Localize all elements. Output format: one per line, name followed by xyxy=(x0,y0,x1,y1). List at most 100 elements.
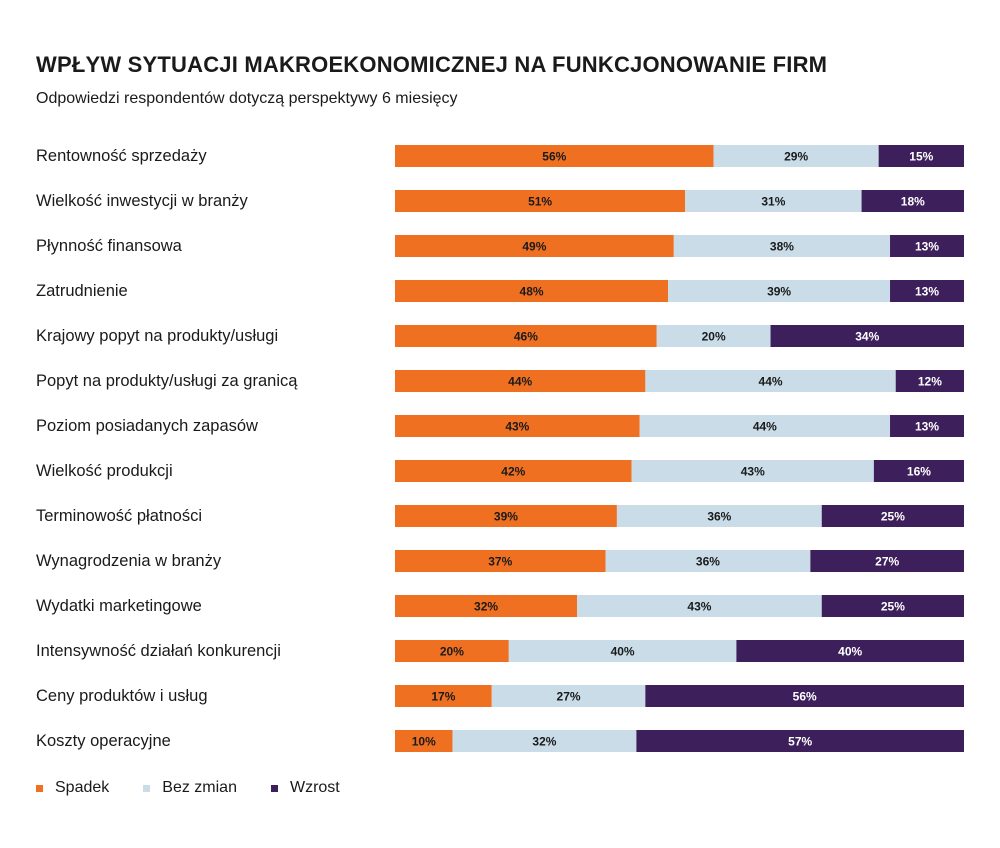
legend-label-spadek: Spadek xyxy=(55,779,110,796)
data-label-wzrost: 40% xyxy=(838,645,862,659)
bar-segment-wzrost xyxy=(890,280,964,302)
bar-segment-spadek xyxy=(395,505,617,527)
bar-segment-wzrost xyxy=(810,550,964,572)
bar-row-rentownosc-sprzedazy: Rentowność sprzedaży 56% 29% 15% xyxy=(36,145,964,167)
data-label-bez-zmian: 32% xyxy=(532,735,556,749)
data-label-spadek: 39% xyxy=(494,510,518,524)
category-label: Poziom posiadanych zapasów xyxy=(36,417,258,435)
category-label: Krajowy popyt na produkty/usługi xyxy=(36,327,278,345)
data-label-bez-zmian: 36% xyxy=(707,510,731,524)
data-label-bez-zmian: 44% xyxy=(759,375,783,389)
bar-segment-bez-zmian xyxy=(605,550,811,572)
data-label-wzrost: 57% xyxy=(788,735,812,749)
data-label-wzrost: 12% xyxy=(918,375,942,389)
data-label-spadek: 51% xyxy=(528,195,552,209)
data-label-wzrost: 13% xyxy=(915,240,939,254)
category-label: Wielkość inwestycji w branży xyxy=(36,192,249,210)
data-label-spadek: 49% xyxy=(522,240,546,254)
data-label-wzrost: 56% xyxy=(793,690,817,704)
data-label-spadek: 48% xyxy=(520,285,544,299)
legend: Spadek Bez zmian Wzrost xyxy=(36,779,374,797)
legend-item-spadek: Spadek xyxy=(36,779,109,797)
bar-segment-wzrost xyxy=(821,505,964,527)
bar-segment-bez-zmian xyxy=(577,595,822,617)
bar-segment-spadek xyxy=(395,460,632,482)
bar-segment-bez-zmian xyxy=(508,640,737,662)
category-label: Popyt na produkty/usługi za granicą xyxy=(36,372,298,390)
data-label-bez-zmian: 31% xyxy=(761,195,785,209)
bar-segment-spadek xyxy=(395,235,674,257)
data-label-bez-zmian: 20% xyxy=(702,330,726,344)
bar-segment-bez-zmian xyxy=(713,145,879,167)
legend-label-wzrost: Wzrost xyxy=(289,779,340,796)
bar-row-plynnosc-finansowa: Płynność finansowa 49% 38% 13% xyxy=(36,235,964,257)
data-label-bez-zmian: 29% xyxy=(784,150,808,164)
category-label: Terminowość płatności xyxy=(36,507,202,525)
data-label-spadek: 37% xyxy=(488,555,512,569)
legend-swatch-wzrost xyxy=(270,784,278,792)
data-label-spadek: 43% xyxy=(505,420,529,434)
data-label-wzrost: 16% xyxy=(907,465,931,479)
data-label-spadek: 20% xyxy=(440,645,464,659)
data-label-bez-zmian: 40% xyxy=(611,645,635,659)
category-label: Ceny produktów i usług xyxy=(36,687,208,705)
legend-label-bez-zmian: Bez zmian xyxy=(162,779,237,796)
data-label-wzrost: 15% xyxy=(909,150,933,164)
data-label-spadek: 32% xyxy=(474,600,498,614)
bar-segment-bez-zmian xyxy=(631,460,874,482)
bar-segment-wzrost xyxy=(821,595,964,617)
bar-segment-bez-zmian xyxy=(639,415,891,437)
category-label: Rentowność sprzedaży xyxy=(36,147,207,165)
bar-segment-wzrost xyxy=(736,640,964,662)
bar-segment-wzrost xyxy=(890,235,964,257)
chart-subtitle: Odpowiedzi respondentów dotyczą perspekt… xyxy=(36,90,458,107)
category-label: Wydatki marketingowe xyxy=(36,597,202,615)
category-label: Intensywność działań konkurencji xyxy=(36,642,281,660)
data-label-spadek: 44% xyxy=(508,375,532,389)
bar-segment-wzrost xyxy=(890,415,964,437)
bar-row-poziom-posiadanych-zapasow: Poziom posiadanych zapasów 43% 44% 13% xyxy=(36,415,964,437)
bar-segment-bez-zmian xyxy=(673,235,891,257)
legend-item-bez-zmian: Bez zmian xyxy=(143,779,237,797)
chart-title: WPŁYW SYTUACJI MAKROEKONOMICZNEJ NA FUNK… xyxy=(36,52,828,77)
category-label: Zatrudnienie xyxy=(36,282,128,300)
category-label: Koszty operacyjne xyxy=(36,732,171,750)
bar-segment-spadek xyxy=(395,280,669,302)
bar-segment-bez-zmian xyxy=(645,370,896,392)
bar-segment-wzrost xyxy=(636,730,964,752)
bar-segment-bez-zmian xyxy=(491,685,646,707)
bar-segment-spadek xyxy=(395,190,686,212)
bar-row-wynagrodzenia-w-branzy: Wynagrodzenia w branży 37% 36% 27% xyxy=(36,550,964,572)
data-label-bez-zmian: 39% xyxy=(767,285,791,299)
bar-row-wielkosc-produkcji: Wielkość produkcji 42% 43% 16% xyxy=(36,460,964,482)
bar-segment-spadek xyxy=(395,730,453,752)
bar-row-terminowosc-platnosci: Terminowość płatności 39% 36% 25% xyxy=(36,505,964,527)
bar-segment-wzrost xyxy=(873,460,964,482)
bar-row-wielkosc-inwestycji-w-branzy: Wielkość inwestycji w branży 51% 31% 18% xyxy=(36,190,964,212)
data-label-spadek: 46% xyxy=(514,330,538,344)
data-label-wzrost: 25% xyxy=(881,600,905,614)
category-label: Wynagrodzenia w branży xyxy=(36,552,222,570)
bar-row-zatrudnienie: Zatrudnienie 48% 39% 13% xyxy=(36,280,964,302)
bar-segment-spadek xyxy=(395,640,509,662)
bar-row-intensywnosc-dzialan-konkurencji: Intensywność działań konkurencji 20% 40% 40… xyxy=(36,640,964,662)
data-label-bez-zmian: 27% xyxy=(557,690,581,704)
bar-segment-wzrost xyxy=(645,685,964,707)
data-label-wzrost: 13% xyxy=(915,420,939,434)
bar-segment-wzrost xyxy=(878,145,964,167)
data-label-bez-zmian: 44% xyxy=(753,420,777,434)
bar-segment-bez-zmian xyxy=(656,325,771,347)
data-label-wzrost: 27% xyxy=(875,555,899,569)
bar-segment-bez-zmian xyxy=(452,730,637,752)
bar-segment-wzrost xyxy=(770,325,964,347)
data-label-wzrost: 25% xyxy=(881,510,905,524)
data-label-spadek: 42% xyxy=(501,465,525,479)
bar-segment-spadek xyxy=(395,325,657,347)
category-label: Wielkość produkcji xyxy=(36,462,173,480)
category-label: Płynność finansowa xyxy=(36,237,183,255)
bar-segment-spadek xyxy=(395,685,492,707)
data-label-bez-zmian: 38% xyxy=(770,240,794,254)
bar-segment-spadek xyxy=(395,595,578,617)
bar-segment-spadek xyxy=(395,370,646,392)
